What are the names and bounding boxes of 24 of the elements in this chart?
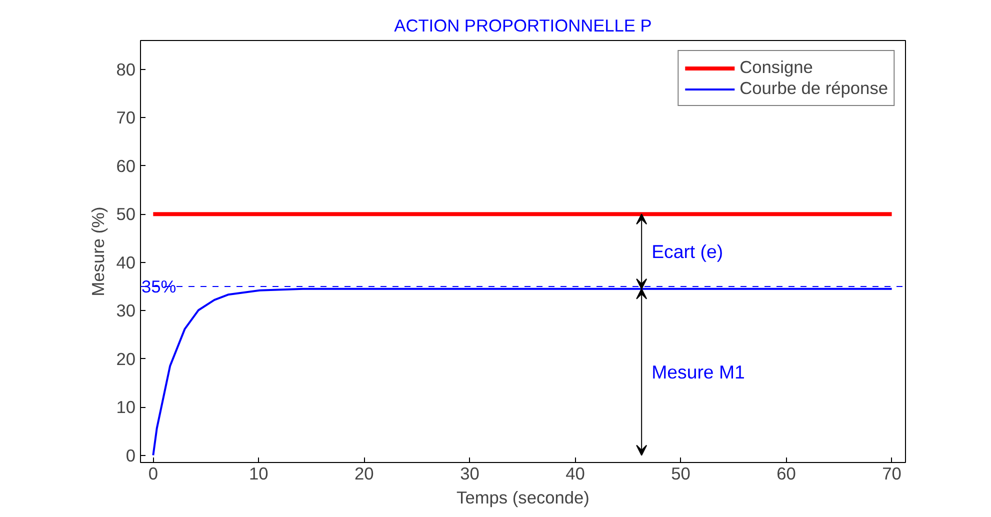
annotation: Ecart (e)	[652, 241, 724, 262]
legend-label: Consigne	[740, 57, 813, 78]
y-tick-label: 50	[116, 204, 136, 224]
annotation: Mesure M1	[652, 362, 745, 383]
y-tick-label: 40	[116, 252, 136, 272]
x-tick-label: 20	[354, 464, 374, 484]
x-axis-title: Temps (seconde)	[456, 488, 590, 508]
y-tick-label: 10	[116, 397, 136, 418]
y-tick-label: 30	[116, 300, 136, 321]
y-axis-title: Mesure (%)	[88, 206, 108, 296]
y-tick-label: 70	[116, 108, 136, 128]
y-tick-label: 60	[116, 156, 136, 176]
y-tick-label: 0	[126, 445, 136, 466]
legend-label: Courbe de réponse	[740, 78, 888, 99]
x-tick-label: 70	[882, 464, 902, 484]
y-tick-label: 20	[116, 348, 136, 369]
x-tick-label: 40	[566, 464, 585, 484]
x-tick-label: 50	[671, 464, 690, 484]
x-tick-label: 10	[249, 464, 268, 484]
y-tick-label: 80	[116, 59, 136, 80]
chart-title: ACTION PROPORTIONNELLE P	[394, 16, 652, 36]
x-tick-label: 0	[148, 464, 158, 484]
x-tick-label: 30	[460, 464, 480, 484]
x-tick-label: 60	[776, 464, 796, 484]
